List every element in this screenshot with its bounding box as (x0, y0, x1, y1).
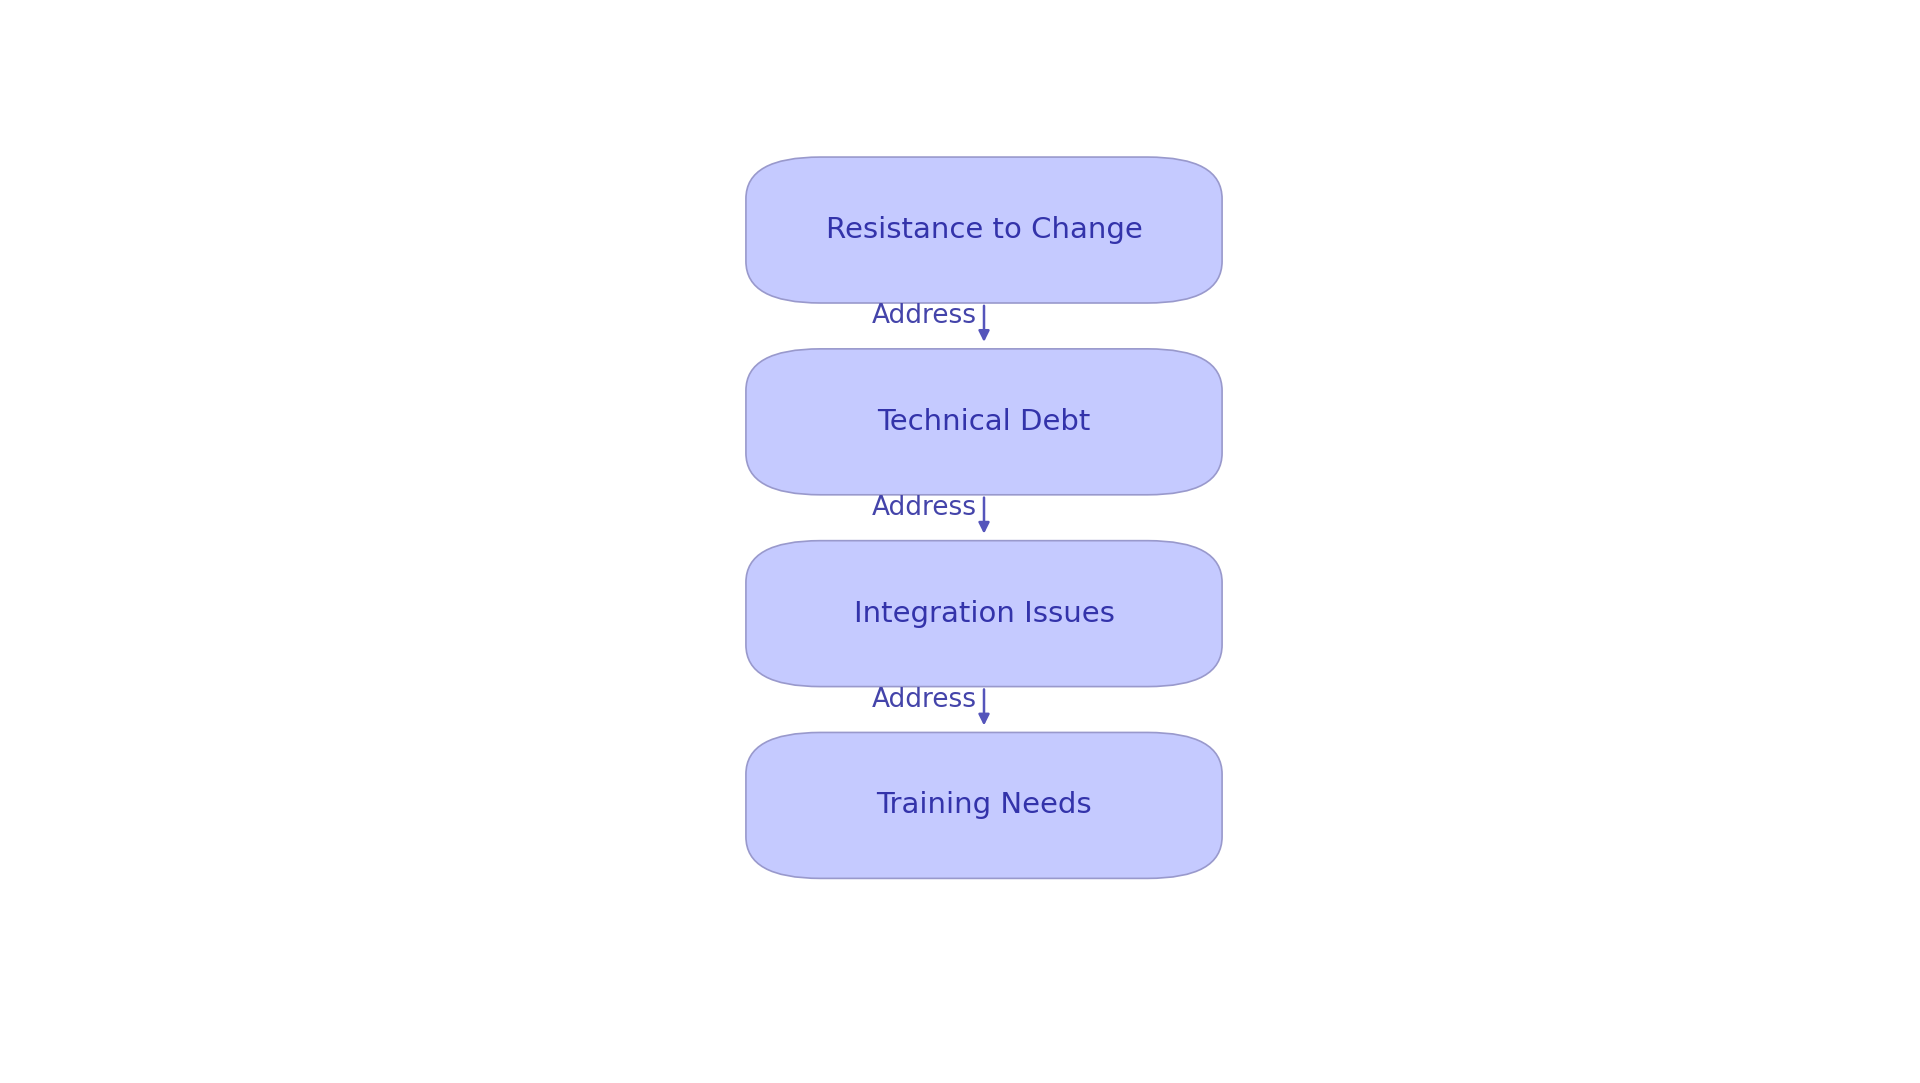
FancyBboxPatch shape (745, 732, 1221, 878)
FancyBboxPatch shape (745, 349, 1221, 495)
Text: Address: Address (872, 495, 977, 521)
Text: Address: Address (872, 303, 977, 329)
Text: Integration Issues: Integration Issues (854, 600, 1114, 628)
FancyBboxPatch shape (745, 540, 1221, 687)
Text: Technical Debt: Technical Debt (877, 408, 1091, 435)
Text: Training Needs: Training Needs (876, 792, 1092, 820)
Text: Resistance to Change: Resistance to Change (826, 216, 1142, 244)
FancyBboxPatch shape (745, 157, 1221, 303)
Text: Address: Address (872, 687, 977, 713)
